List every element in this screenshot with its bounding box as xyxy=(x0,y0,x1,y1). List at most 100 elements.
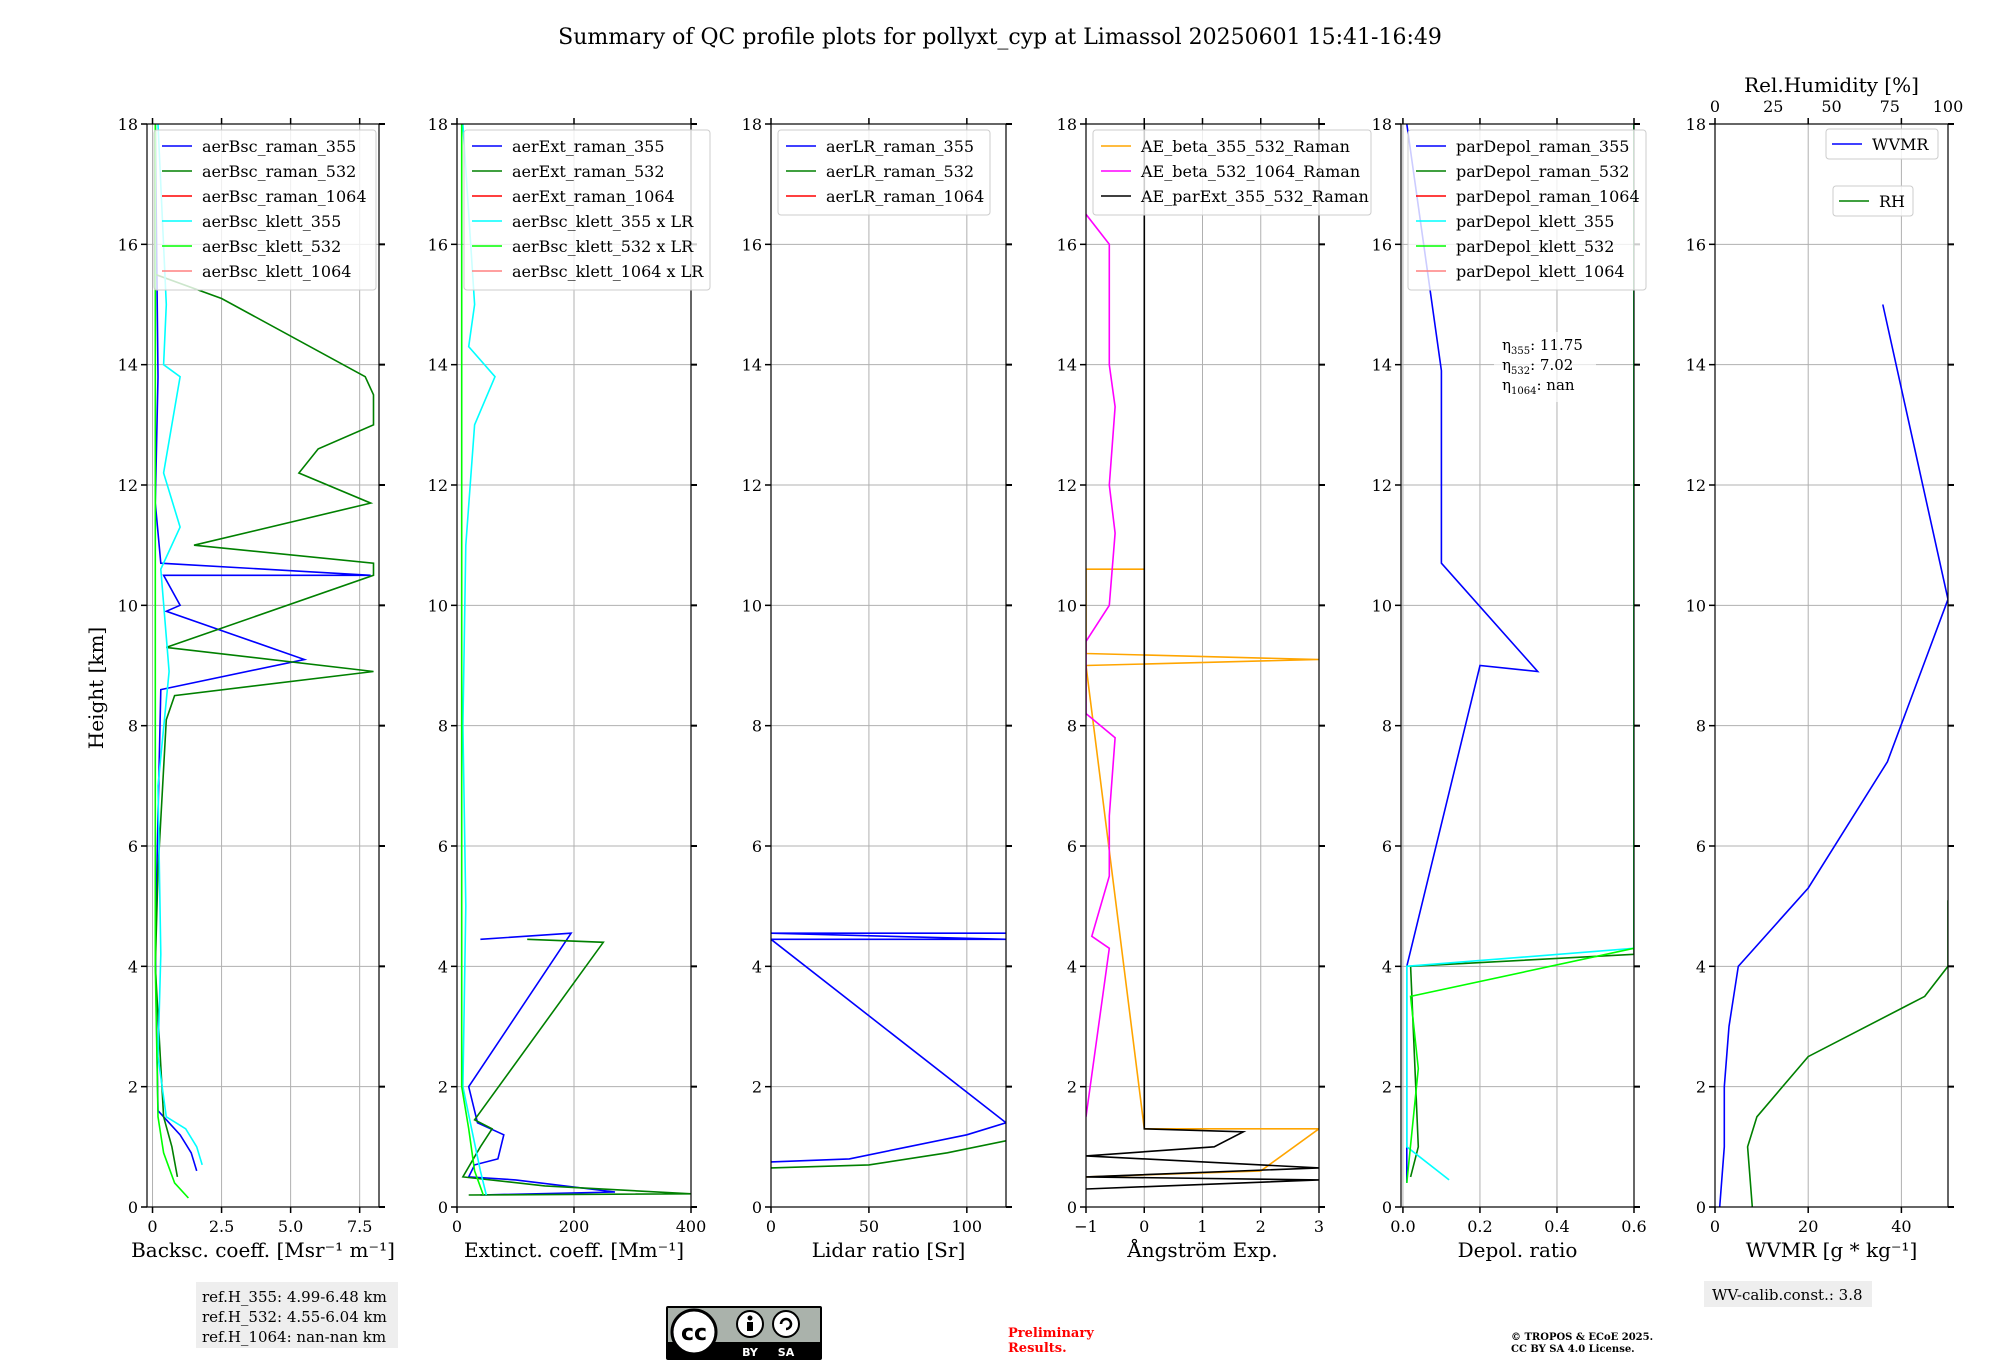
y-tick-label: 16 xyxy=(1057,235,1077,254)
y-tick-label: 0 xyxy=(1382,1198,1392,1217)
y-tick-label: 6 xyxy=(128,837,138,856)
y-tick-label: 14 xyxy=(1372,356,1392,375)
plot-frame xyxy=(770,123,1007,1208)
top-x-tick-label: 75 xyxy=(1880,97,1900,116)
x-tick-label: 0.6 xyxy=(1621,1217,1646,1236)
x-axis-label-bsc: Backsc. coeff. [Msr⁻¹ m⁻¹] xyxy=(131,1238,395,1262)
legend-label: parDepol_raman_532 xyxy=(1456,162,1629,181)
legend-lr: aerLR_raman_355 aerLR_raman_532 aerLR_rama… xyxy=(777,129,991,216)
eta-532-value: 7.02 xyxy=(1540,356,1573,374)
y-tick-label: 4 xyxy=(1067,957,1077,976)
x-tick-label: 40 xyxy=(1891,1217,1911,1236)
x-tick-label: 1 xyxy=(1197,1217,1207,1236)
y-tick-label: 2 xyxy=(1382,1078,1392,1097)
y-tick-label: 14 xyxy=(1057,356,1077,375)
y-tick-label: 14 xyxy=(428,356,448,375)
y-tick-label: 16 xyxy=(742,235,762,254)
y-tick-label: 18 xyxy=(1372,115,1392,134)
y-tick-label: 16 xyxy=(1686,235,1706,254)
x-axis-label-lr: Lidar ratio [Sr] xyxy=(812,1238,966,1262)
legend-label: aerExt_raman_1064 xyxy=(512,187,675,206)
wv-calib-text: WV-calib.const.: 3.8 xyxy=(1712,1286,1863,1304)
legend-label: aerLR_raman_532 xyxy=(826,162,974,181)
legend-depol: parDepol_raman_355 parDepol_raman_532 parD… xyxy=(1407,129,1647,291)
y-tick-label: 18 xyxy=(1686,115,1706,134)
y-tick-label: 16 xyxy=(428,235,448,254)
y-tick-label: 6 xyxy=(1696,837,1706,856)
series-aerBsc_raman_355 xyxy=(154,124,371,1172)
series-AE_parExt_355_532_Raman xyxy=(1086,124,1319,1190)
legend-box xyxy=(463,129,711,291)
series-group xyxy=(1406,124,1634,1183)
y-tick-label: 0 xyxy=(438,1198,448,1217)
series-aerBsc_klett_355 x LR xyxy=(462,124,496,1196)
legend-label: aerBsc_klett_355 xyxy=(202,212,341,231)
series-aerLR_raman_355 xyxy=(771,932,1006,1163)
x-tick-label: 0.4 xyxy=(1544,1217,1569,1236)
y-tick-label: 14 xyxy=(118,356,138,375)
y-tick-label: 4 xyxy=(438,957,448,976)
y-axis-label: Height [km] xyxy=(84,627,108,749)
y-tick-label: 8 xyxy=(128,717,138,736)
eta-355-value: 11.75 xyxy=(1540,336,1583,354)
y-tick-label: 16 xyxy=(118,235,138,254)
y-tick-label: 8 xyxy=(1382,717,1392,736)
legend-label: parDepol_klett_1064 xyxy=(1456,262,1625,281)
y-tick-label: 10 xyxy=(1372,596,1392,615)
legend-label: parDepol_raman_1064 xyxy=(1456,187,1640,206)
eta-box: η355: 11.75 η532: 7.02 η1064: nan xyxy=(1494,332,1596,402)
legend-box xyxy=(1092,129,1372,216)
x-tick-label: 0 xyxy=(766,1217,776,1236)
y-tick-label: 0 xyxy=(1696,1198,1706,1217)
x-axis-label-ae: Ångström Exp. xyxy=(1126,1237,1277,1262)
y-tick-label: 14 xyxy=(1686,356,1706,375)
copyright-line1: © TROPOS & ECoE 2025. xyxy=(1511,1332,1653,1343)
y-tick-label: 2 xyxy=(752,1078,762,1097)
y-tick-label: 12 xyxy=(742,476,762,495)
legend-label: AE_parExt_355_532_Raman xyxy=(1140,187,1369,206)
cc-license-badge: cc BY SA xyxy=(666,1306,822,1360)
legend-bsc: aerBsc_raman_355 aerBsc_raman_532 aerBsc_r… xyxy=(153,129,377,291)
preliminary-line1: Preliminary xyxy=(1008,1326,1094,1341)
y-tick-label: 2 xyxy=(1696,1078,1706,1097)
legend-label: aerBsc_raman_532 xyxy=(202,162,356,181)
legend-box xyxy=(777,129,991,216)
legend-label: AE_beta_532_1064_Raman xyxy=(1140,162,1360,181)
y-tick-label: 12 xyxy=(1372,476,1392,495)
series-group xyxy=(1086,124,1319,1190)
y-tick-label: 10 xyxy=(118,596,138,615)
y-tick-label: 0 xyxy=(128,1198,138,1217)
y-tick-label: 0 xyxy=(752,1198,762,1217)
legend-label: RH xyxy=(1879,192,1905,211)
y-tick-label: 18 xyxy=(1057,115,1077,134)
y-tick-label: 4 xyxy=(128,957,138,976)
top-x-tick-label: 25 xyxy=(1763,97,1783,116)
x-tick-label: 2 xyxy=(1256,1217,1266,1236)
panel-lr: 0 2 4 6 8 10 12 14 16 18 0 50 100 Lidar ratio [Sr] aer… xyxy=(742,115,1012,1262)
series-aerLR_raman_532 xyxy=(771,1140,1006,1169)
legend-box xyxy=(1832,185,1914,217)
series-AE_beta_532_1064_Raman xyxy=(1086,213,1116,1117)
y-tick-label: 2 xyxy=(128,1078,138,1097)
by-text: BY xyxy=(742,1346,759,1359)
sa-text: SA xyxy=(778,1346,795,1359)
series-RH xyxy=(1746,900,1948,1207)
panel-depol: 0 2 4 6 8 10 12 14 16 18 0.0 0.2 0.4 0.6 Depol. ratio p… xyxy=(1372,115,1647,1262)
legend-label: aerBsc_klett_355 x LR xyxy=(512,212,694,231)
y-tick-label: 6 xyxy=(1382,837,1392,856)
legend-box xyxy=(153,129,377,291)
series-WVMR xyxy=(1718,304,1948,1207)
legend-label: aerBsc_klett_532 xyxy=(202,237,341,256)
ref-height-box: ref.H_355: 4.99-6.48 km ref.H_532: 4.55-… xyxy=(196,1282,398,1348)
y-tick-label: 10 xyxy=(1686,596,1706,615)
panel-ext: 0 2 4 6 8 10 12 14 16 18 0 200 400 Extinct. coeff. [M… xyxy=(428,115,711,1262)
figure-title: Summary of QC profile plots for pollyxt_… xyxy=(558,25,1442,50)
y-tick-label: 10 xyxy=(742,596,762,615)
legend-ext: aerExt_raman_355 aerExt_raman_532 aerExt_r… xyxy=(463,129,711,291)
legend-box xyxy=(1407,129,1647,291)
x-tick-label: 0.2 xyxy=(1467,1217,1492,1236)
legend-label: AE_beta_355_532_Raman xyxy=(1140,137,1350,156)
y-tick-label: 18 xyxy=(118,115,138,134)
